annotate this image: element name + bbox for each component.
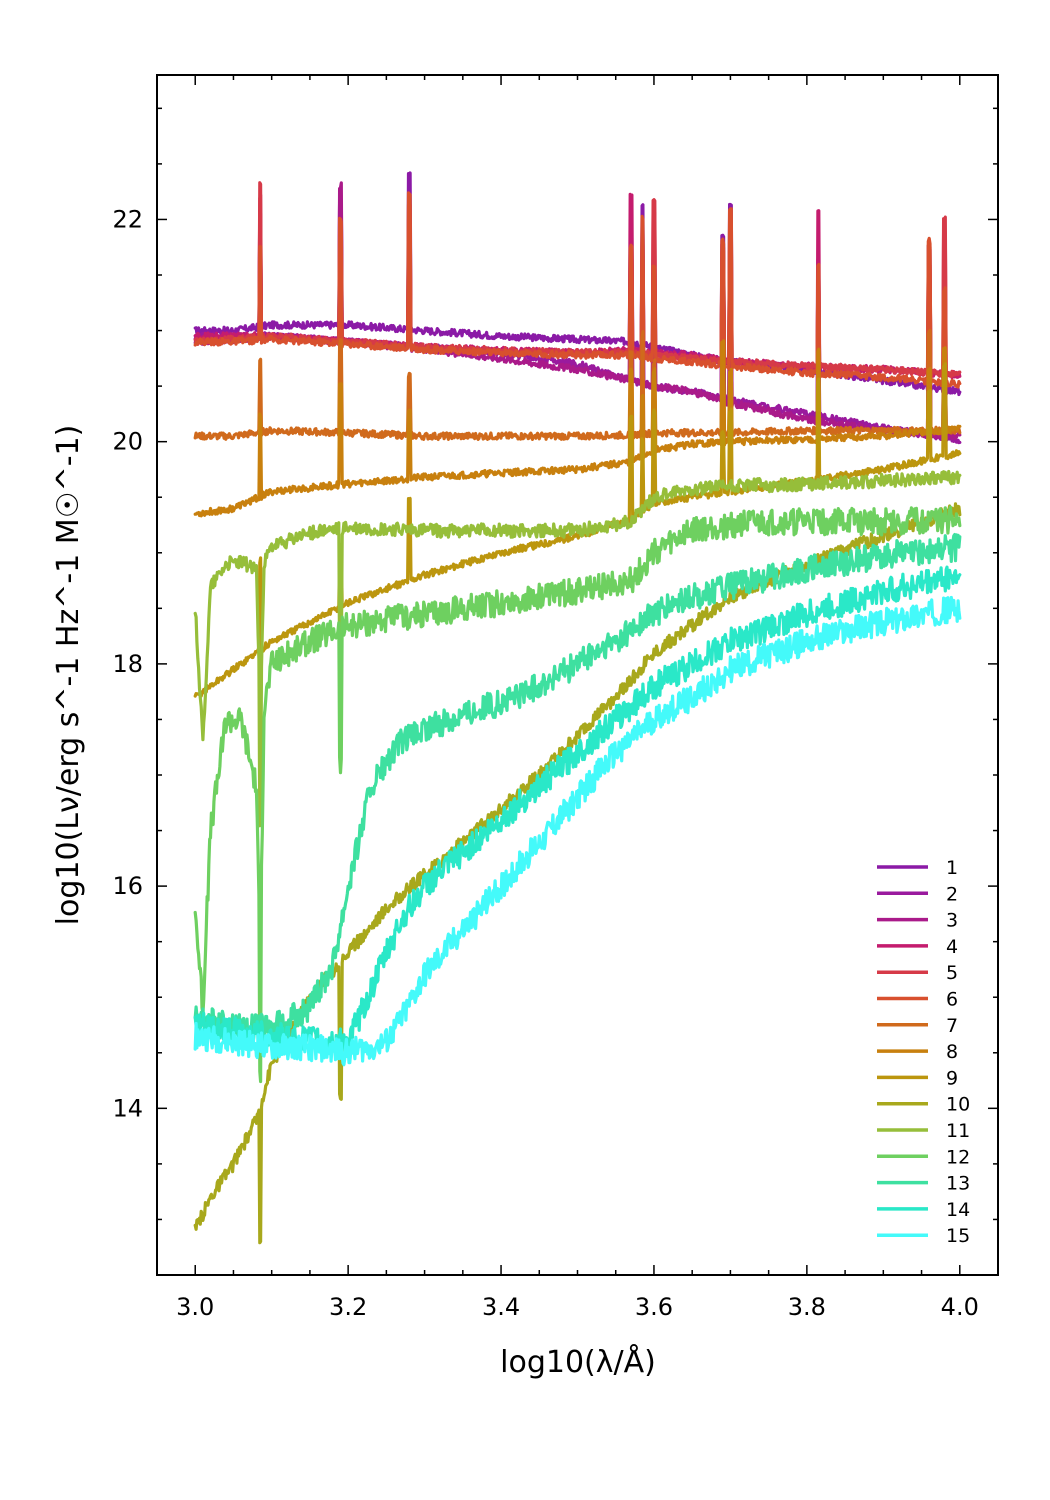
- y-tick-label: 14: [112, 1094, 143, 1122]
- x-tick-label: 3.2: [329, 1293, 367, 1321]
- legend-label-14: 14: [946, 1199, 970, 1221]
- legend-label-7: 7: [946, 1015, 958, 1037]
- series-line-7: [193, 328, 962, 441]
- x-axis-title: log10(λ/Å): [500, 1344, 656, 1380]
- x-tick-label: 3.4: [482, 1293, 520, 1321]
- legend-label-4: 4: [946, 936, 958, 958]
- legend-label-6: 6: [946, 989, 958, 1011]
- legend-label-8: 8: [946, 1041, 958, 1063]
- legend-label-9: 9: [946, 1067, 958, 1089]
- legend-label-2: 2: [946, 883, 958, 905]
- x-axis-ticks: 3.0 3.2 3.4 3.6 3.8 4.0: [176, 75, 979, 1321]
- series-lines: [193, 171, 962, 1245]
- series-line-11: [193, 469, 962, 828]
- series-line-8: [193, 339, 962, 518]
- series-line-15: [193, 595, 962, 1067]
- series-line-13: [193, 533, 962, 1042]
- series-line-9: [193, 362, 962, 698]
- legend-label-12: 12: [946, 1146, 970, 1168]
- series-line-3: [193, 181, 962, 441]
- legend-label-5: 5: [946, 962, 958, 984]
- series-line-6: [193, 191, 962, 389]
- legend-label-11: 11: [946, 1120, 970, 1142]
- series-line-1: [193, 171, 962, 397]
- legend-label-13: 13: [946, 1173, 970, 1195]
- series-line-12: [193, 505, 962, 1084]
- x-tick-label: 3.8: [788, 1293, 826, 1321]
- legend-label-3: 3: [946, 910, 958, 932]
- y-axis-title: log10(Lν/erg s^-1 Hz^-1 M☉^-1): [51, 425, 86, 926]
- legend-label-10: 10: [946, 1094, 970, 1116]
- y-tick-label: 16: [112, 872, 143, 900]
- series-line-5: [193, 181, 962, 379]
- y-tick-label: 18: [112, 650, 143, 678]
- x-tick-label: 3.6: [635, 1293, 673, 1321]
- legend-label-1: 1: [946, 857, 958, 879]
- series-line-2: [193, 197, 962, 445]
- series-line-10: [193, 502, 962, 1245]
- legend-label-15: 15: [946, 1225, 970, 1247]
- plot-frame: [156, 74, 999, 1276]
- x-tick-label: 3.0: [176, 1293, 214, 1321]
- y-tick-label: 22: [112, 205, 143, 233]
- x-tick-label: 4.0: [941, 1293, 979, 1321]
- y-tick-label: 20: [112, 428, 143, 456]
